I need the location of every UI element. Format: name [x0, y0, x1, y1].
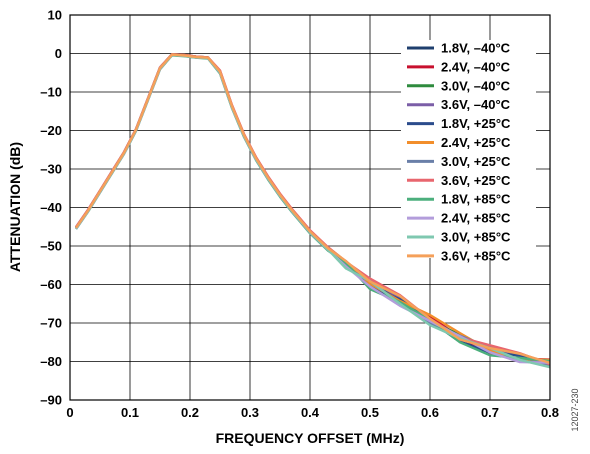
legend-label: 2.4V, +25°C	[441, 135, 511, 150]
legend-label: 3.6V, +85°C	[441, 248, 511, 263]
y-tick-label: –90	[40, 393, 62, 408]
x-tick-label: 0.5	[361, 405, 379, 420]
x-tick-label: 0.4	[301, 405, 320, 420]
x-tick-label: 0.6	[421, 405, 439, 420]
y-tick-label: 0	[55, 46, 62, 61]
y-axis-ticks: 10 0 –10 –20 –30 –40 –50 –60 –70 –80 –90	[40, 8, 62, 408]
y-tick-label: –10	[40, 85, 62, 100]
legend-label: 3.6V, +25°C	[441, 173, 511, 188]
legend-label: 3.0V, +85°C	[441, 230, 511, 245]
legend: 1.8V, –40°C 2.4V, –40°C 3.0V, –40°C 3.6V, –…	[401, 40, 536, 263]
series-lines	[75, 53, 551, 369]
y-tick-label: –80	[40, 354, 62, 369]
figure-id: 12027-230	[570, 388, 580, 431]
legend-label: 1.8V, –40°C	[441, 41, 511, 56]
y-tick-label: –20	[40, 123, 62, 138]
x-tick-label: 0.7	[481, 405, 499, 420]
y-axis-label: ATTENUATION (dB)	[7, 142, 23, 272]
y-tick-label: –70	[40, 316, 62, 331]
x-tick-label: 0.2	[181, 405, 199, 420]
y-tick-label: –40	[40, 200, 62, 215]
x-tick-label: 0.1	[121, 405, 139, 420]
series-line	[75, 53, 551, 365]
legend-label: 1.8V, +85°C	[441, 192, 511, 207]
legend-box	[401, 40, 536, 258]
x-tick-label: 0.8	[541, 405, 559, 420]
legend-label: 3.0V, –40°C	[441, 78, 511, 93]
y-tick-label: –60	[40, 277, 62, 292]
y-tick-label: –50	[40, 239, 62, 254]
legend-label: 2.4V, –40°C	[441, 59, 511, 74]
legend-label: 3.0V, +25°C	[441, 154, 511, 169]
plot-frame	[69, 14, 551, 401]
x-axis-ticks: 0 0.1 0.2 0.3 0.4 0.5 0.6 0.7 0.8	[66, 405, 559, 420]
x-axis-label: FREQUENCY OFFSET (MHz)	[216, 430, 405, 446]
x-tick-label: 0	[66, 405, 73, 420]
y-tick-label: 10	[48, 8, 62, 23]
legend-label: 3.6V, –40°C	[441, 97, 511, 112]
legend-label: 2.4V, +85°C	[441, 211, 511, 226]
x-tick-label: 0.3	[241, 405, 259, 420]
y-tick-label: –30	[40, 162, 62, 177]
legend-label: 1.8V, +25°C	[441, 116, 511, 131]
